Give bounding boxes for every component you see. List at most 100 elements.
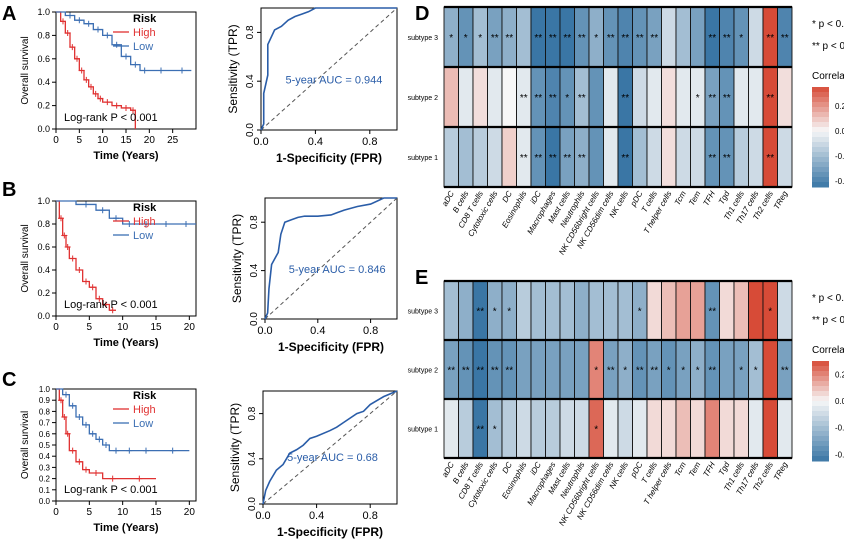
heatmap-cell bbox=[487, 126, 503, 188]
heatmap-cell bbox=[762, 339, 778, 400]
colorbar-segment bbox=[812, 361, 829, 367]
heatmap-cell bbox=[719, 280, 735, 341]
colorbar-segment bbox=[812, 137, 829, 143]
colorbar-segment bbox=[812, 147, 829, 153]
heatmap-cell bbox=[516, 339, 532, 400]
km-y-tick-label: 1.0 bbox=[39, 385, 51, 394]
heatmap-cell bbox=[675, 66, 691, 128]
km-x-tick-label: 20 bbox=[184, 507, 196, 518]
roc-y-axis-label: Sensitivity (TPR) bbox=[230, 214, 244, 303]
roc-curve bbox=[264, 197, 397, 320]
heatmap-cell bbox=[458, 126, 474, 188]
km-censor-mark bbox=[179, 67, 185, 74]
heatmap-cell bbox=[472, 66, 488, 128]
km-logrank-annotation: Log-rank P < 0.001 bbox=[64, 299, 158, 311]
colorbar-segment bbox=[812, 162, 829, 168]
heatmap-significance-mark: * bbox=[681, 366, 685, 377]
roc-x-axis-label: 1-Specificity (FPR) bbox=[277, 525, 383, 539]
heatmap-row-label: subtype 3 bbox=[408, 35, 438, 42]
heatmap-cell bbox=[559, 280, 575, 341]
heatmap-significance-mark: ** bbox=[476, 366, 484, 377]
colorbar-segment bbox=[812, 441, 829, 447]
heatmap-significance-mark: ** bbox=[781, 366, 789, 377]
km-x-tick-label: 10 bbox=[117, 322, 129, 333]
heatmap-significance-mark: ** bbox=[650, 366, 658, 377]
colorbar-tick-label: -0.2 bbox=[835, 152, 844, 161]
km-censor-mark bbox=[69, 44, 76, 51]
heatmap-cell bbox=[632, 66, 648, 128]
km-censor-mark bbox=[83, 278, 89, 285]
heatmap-significance-mark: ** bbox=[578, 93, 586, 104]
colorbar-segment bbox=[812, 142, 829, 148]
heatmap-cell bbox=[574, 280, 590, 341]
heatmap-cell bbox=[661, 398, 677, 459]
roc-x-tick-label: 0.0 bbox=[253, 136, 268, 148]
km-censor-mark bbox=[113, 41, 120, 48]
heatmap-cell bbox=[530, 339, 546, 400]
km-censor-mark bbox=[109, 475, 116, 482]
roc-plot-a: 0.00.0 0.4 0.4 0.8 0.8 1-Specificity (FPR) Sen… bbox=[226, 7, 398, 165]
km-censor-mark bbox=[96, 295, 103, 302]
heatmap-significance-mark: * bbox=[696, 366, 700, 377]
heatmap-d: subtype 3 * * * ** ** ** ** ** ** * ** ** ** ** ** ** * **… bbox=[408, 5, 844, 256]
km-censor-mark bbox=[76, 458, 83, 465]
km-legend-high: High bbox=[133, 404, 156, 416]
heatmap-significance-mark: ** bbox=[578, 153, 586, 164]
km-censor-mark bbox=[113, 447, 119, 454]
colorbar-segment bbox=[812, 127, 829, 133]
colorbar-segment bbox=[812, 371, 829, 377]
heatmap-significance-mark: * bbox=[507, 307, 511, 318]
km-censor-mark bbox=[143, 447, 149, 454]
km-y-tick-label: 0.9 bbox=[39, 396, 51, 405]
km-x-tick-label: 10 bbox=[117, 507, 129, 518]
km-curve-high bbox=[56, 388, 156, 480]
heatmap-cell bbox=[675, 126, 691, 188]
colorbar-segment bbox=[812, 431, 829, 437]
heatmap-significance-mark: ** bbox=[534, 153, 542, 164]
km-censor-mark bbox=[96, 436, 103, 443]
heatmap-significance-mark: * bbox=[754, 366, 758, 377]
heatmap-cell bbox=[762, 398, 778, 459]
heatmap-cell bbox=[748, 66, 764, 128]
roc-y-tick-label: 0.8 bbox=[249, 215, 260, 229]
heatmap-significance-mark: ** bbox=[766, 93, 774, 104]
colorbar-segment bbox=[812, 366, 829, 372]
colorbar-segment bbox=[812, 381, 829, 387]
km-x-tick-label: 5 bbox=[77, 135, 83, 146]
heatmap-significance-mark: ** bbox=[520, 153, 528, 164]
colorbar-segment bbox=[812, 421, 829, 427]
heatmap-cell bbox=[632, 126, 648, 188]
heatmap-column-label: TFH bbox=[701, 189, 717, 207]
heatmap-significance-mark: ** bbox=[476, 425, 484, 436]
km-x-tick-label: 15 bbox=[150, 322, 162, 333]
heatmap-column-label: Tem bbox=[687, 460, 703, 478]
km-censor-mark bbox=[58, 215, 64, 222]
heatmap-significance-mark: * bbox=[565, 93, 569, 104]
roc-y-tick-label: 0.0 bbox=[247, 497, 258, 511]
heatmap-significance-mark: ** bbox=[549, 33, 557, 44]
km-censor-mark bbox=[103, 442, 109, 448]
heatmap-cell bbox=[588, 280, 604, 341]
roc-x-tick-label: 0.0 bbox=[257, 325, 272, 337]
heatmap-cell bbox=[675, 280, 691, 341]
km-censor-mark bbox=[64, 30, 71, 37]
heatmap-significance-mark: ** bbox=[723, 33, 731, 44]
km-legend-low: Low bbox=[133, 418, 153, 430]
heatmap-cell bbox=[661, 6, 677, 68]
heatmap-significance-mark: * bbox=[667, 366, 671, 377]
km-censor-mark bbox=[132, 61, 139, 68]
km-y-tick-label: 0.4 bbox=[39, 452, 51, 461]
km-x-tick-label: 15 bbox=[150, 507, 162, 518]
colorbar-segment bbox=[812, 426, 829, 432]
heatmap-cell bbox=[646, 398, 662, 459]
significance-legend-1: * p < 0.05 bbox=[812, 19, 844, 30]
km-y-tick-label: 0.5 bbox=[39, 441, 51, 450]
heatmap-cell bbox=[603, 280, 619, 341]
heatmap-significance-mark: ** bbox=[781, 33, 789, 44]
significance-legend-1: * p < 0.05 bbox=[812, 293, 844, 304]
colorbar-segment bbox=[812, 122, 829, 128]
km-y-tick-label: 0.4 bbox=[37, 77, 50, 87]
colorbar-segment bbox=[812, 117, 829, 123]
roc-curve bbox=[260, 7, 397, 131]
heatmap-significance-mark: ** bbox=[505, 33, 513, 44]
